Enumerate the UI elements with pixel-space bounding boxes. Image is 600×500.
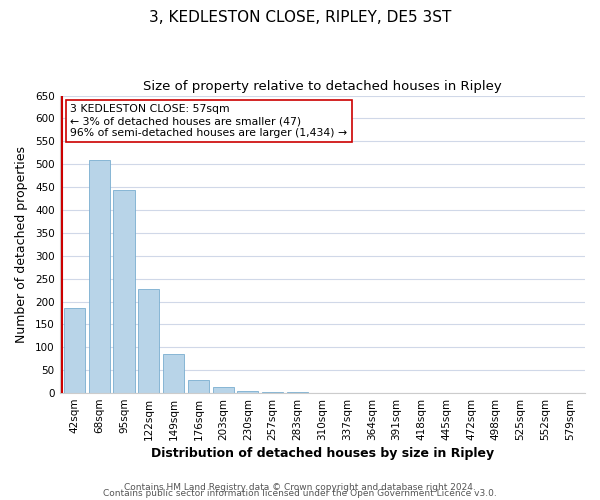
Text: 3, KEDLESTON CLOSE, RIPLEY, DE5 3ST: 3, KEDLESTON CLOSE, RIPLEY, DE5 3ST <box>149 10 451 25</box>
Bar <box>287 392 308 393</box>
Bar <box>64 308 85 393</box>
Bar <box>163 354 184 393</box>
Bar <box>113 190 134 393</box>
Text: Contains HM Land Registry data © Crown copyright and database right 2024.: Contains HM Land Registry data © Crown c… <box>124 484 476 492</box>
Bar <box>212 387 233 393</box>
Bar <box>262 392 283 393</box>
Text: Contains public sector information licensed under the Open Government Licence v3: Contains public sector information licen… <box>103 490 497 498</box>
Bar <box>89 160 110 393</box>
Title: Size of property relative to detached houses in Ripley: Size of property relative to detached ho… <box>143 80 502 93</box>
Text: 3 KEDLESTON CLOSE: 57sqm
← 3% of detached houses are smaller (47)
96% of semi-de: 3 KEDLESTON CLOSE: 57sqm ← 3% of detache… <box>70 104 347 138</box>
Bar <box>238 391 259 393</box>
Y-axis label: Number of detached properties: Number of detached properties <box>15 146 28 343</box>
Bar <box>188 380 209 393</box>
Bar <box>138 288 160 393</box>
X-axis label: Distribution of detached houses by size in Ripley: Distribution of detached houses by size … <box>151 447 494 460</box>
